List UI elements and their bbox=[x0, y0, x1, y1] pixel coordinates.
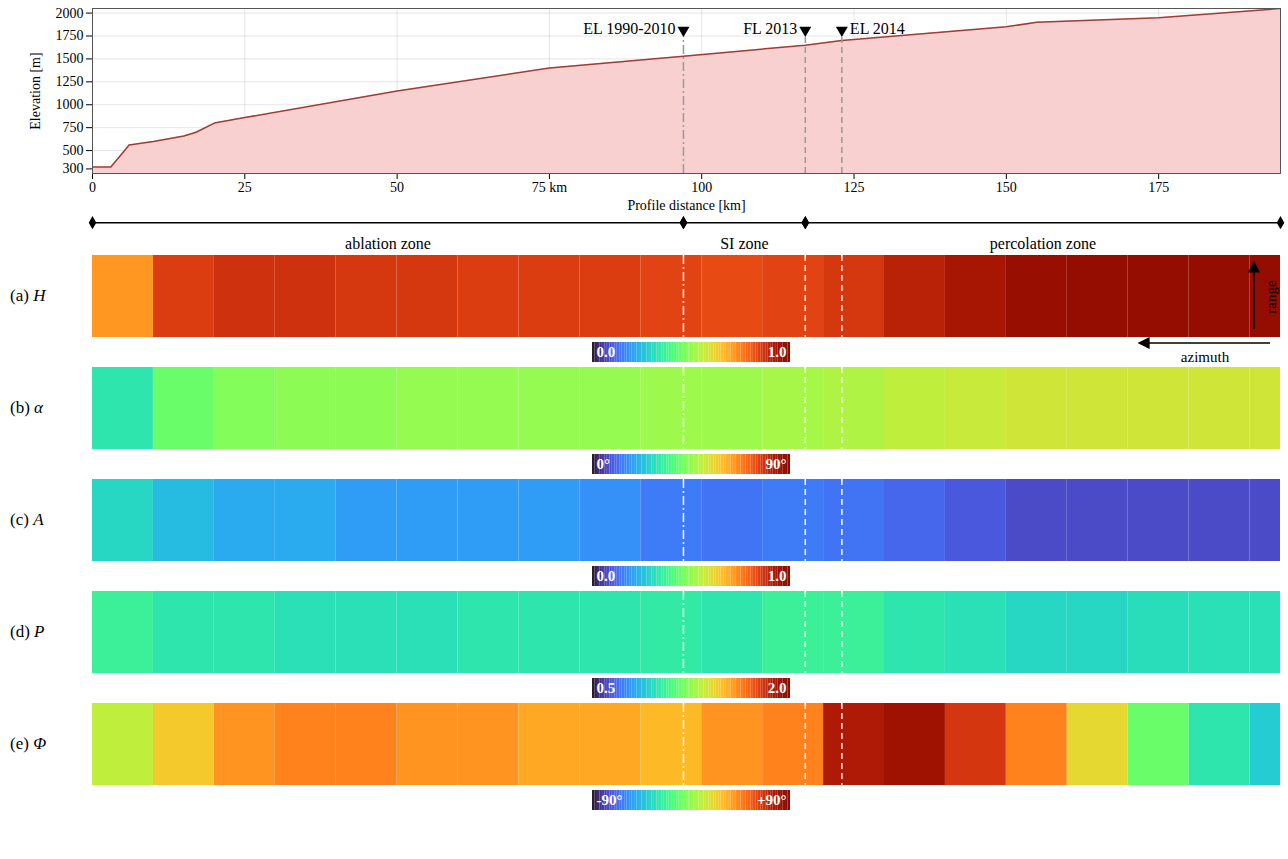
svg-text:25: 25 bbox=[238, 180, 252, 195]
svg-text:2.0: 2.0 bbox=[768, 680, 787, 696]
svg-text:0: 0 bbox=[89, 180, 96, 195]
svg-text:0.0: 0.0 bbox=[597, 568, 616, 584]
svg-text:0.0: 0.0 bbox=[597, 344, 616, 360]
svg-text:1.0: 1.0 bbox=[768, 344, 787, 360]
html-text:(c) A: (c) A bbox=[10, 510, 44, 529]
svg-text:range: range bbox=[1263, 280, 1279, 314]
html-text:(e) Φ: (e) Φ bbox=[10, 734, 47, 753]
html-text:(a) H: (a) H bbox=[10, 286, 46, 305]
svg-text:percolation zone: percolation zone bbox=[990, 235, 1096, 253]
svg-text:1250: 1250 bbox=[56, 74, 84, 89]
svg-text:EL 1990-2010: EL 1990-2010 bbox=[583, 20, 675, 37]
svg-text:SI zone: SI zone bbox=[720, 235, 768, 252]
svg-text:-90°: -90° bbox=[597, 792, 623, 808]
svg-text:150: 150 bbox=[996, 180, 1017, 195]
svg-text:100: 100 bbox=[691, 180, 712, 195]
svg-text:2000: 2000 bbox=[56, 6, 84, 21]
svg-text:0.5: 0.5 bbox=[597, 680, 616, 696]
svg-text:1.0: 1.0 bbox=[768, 568, 787, 584]
svg-text:500: 500 bbox=[63, 143, 84, 158]
svg-text:Profile distance [km]: Profile distance [km] bbox=[627, 198, 745, 213]
svg-text:ablation zone: ablation zone bbox=[345, 235, 431, 252]
svg-text:300: 300 bbox=[63, 161, 84, 176]
svg-text:125: 125 bbox=[844, 180, 865, 195]
svg-text:+90°: +90° bbox=[757, 792, 787, 808]
svg-text:1750: 1750 bbox=[56, 28, 84, 43]
svg-text:0°: 0° bbox=[597, 456, 611, 472]
svg-text:azimuth: azimuth bbox=[1181, 349, 1230, 365]
svg-text:750: 750 bbox=[63, 120, 84, 135]
html-text:(d) P: (d) P bbox=[10, 622, 45, 641]
svg-text:175: 175 bbox=[1148, 180, 1169, 195]
svg-text:75 km: 75 km bbox=[532, 180, 568, 195]
html-text:(b) α: (b) α bbox=[10, 398, 43, 417]
svg-text:1000: 1000 bbox=[56, 97, 84, 112]
svg-text:FL 2013: FL 2013 bbox=[743, 20, 797, 37]
svg-text:90°: 90° bbox=[766, 456, 787, 472]
svg-text:1500: 1500 bbox=[56, 51, 84, 66]
svg-text:EL 2014: EL 2014 bbox=[850, 20, 905, 37]
svg-text:50: 50 bbox=[390, 180, 404, 195]
svg-text:Elevation [m]: Elevation [m] bbox=[28, 52, 43, 129]
